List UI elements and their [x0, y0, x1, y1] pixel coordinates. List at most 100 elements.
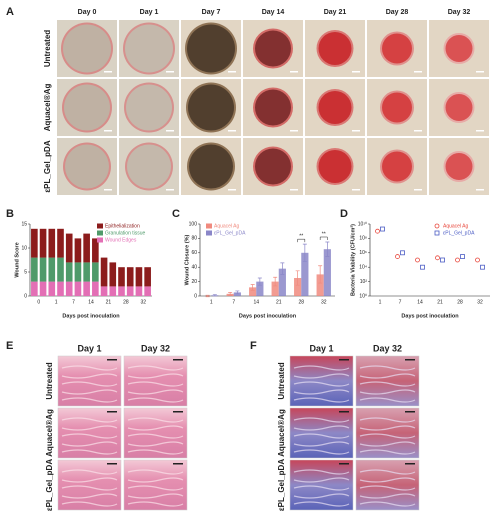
panel-label: F	[250, 340, 257, 352]
x-tick-label: 0	[37, 299, 40, 305]
scale-bar	[290, 189, 298, 191]
row-label: Untreated	[45, 362, 54, 399]
point	[415, 257, 420, 263]
bar-segment	[118, 267, 125, 287]
row-label: εPL_Gel_pDA	[277, 459, 286, 511]
tissue-fiber	[127, 397, 184, 403]
histology-image	[123, 407, 188, 459]
tissue-fiber	[293, 485, 350, 491]
column-header: Day 28	[386, 9, 409, 16]
tissue-fiber	[61, 485, 118, 491]
tissue-fiber	[293, 501, 350, 507]
point	[480, 264, 485, 270]
y-tick-label: 40	[191, 265, 197, 271]
histology-image	[57, 459, 122, 511]
tissue-fiber	[293, 433, 350, 439]
x-tick-label: 28	[123, 299, 129, 305]
point	[435, 255, 440, 261]
x-tick-label: 7	[232, 299, 235, 305]
y-axis-label: Bacteria Viability (CFU/cm²)	[349, 224, 356, 296]
error-bar	[273, 276, 278, 287]
tissue-fiber	[127, 389, 184, 395]
scale-bar	[405, 463, 415, 465]
tissue-fiber	[61, 381, 118, 387]
bar-segment	[144, 267, 151, 287]
bar-segment	[92, 262, 99, 282]
bar-segment	[39, 257, 47, 282]
scale-bar	[339, 411, 349, 413]
legend-label: Granulation tissue	[105, 230, 146, 236]
point	[420, 264, 425, 270]
tissue-fiber	[359, 469, 416, 475]
tissue-fiber	[127, 365, 184, 371]
column-header: Day 1	[309, 343, 333, 353]
column-header: Day 21	[324, 9, 347, 16]
wound	[445, 35, 473, 62]
bar-segment	[65, 233, 73, 263]
bar-segment	[92, 238, 99, 263]
scale-bar	[290, 71, 298, 73]
tissue-fiber	[127, 373, 184, 379]
bar	[271, 281, 279, 296]
tissue-fiber	[359, 501, 416, 507]
scale-bar	[290, 130, 298, 132]
column-header: Day 32	[373, 343, 402, 353]
error-bar	[212, 294, 217, 297]
point	[460, 254, 465, 259]
panel-label: A	[6, 6, 14, 18]
error-bar	[295, 270, 300, 286]
scale-bar	[173, 359, 183, 361]
tissue-fiber	[359, 433, 416, 439]
scale-bar	[173, 463, 183, 465]
bar-segment	[92, 281, 99, 296]
tissue-fiber	[359, 441, 416, 447]
point	[395, 254, 400, 259]
y-tick-label: 20	[191, 279, 197, 285]
tissue-fiber	[359, 373, 416, 379]
error-bar	[280, 262, 285, 275]
x-tick-label: 28	[298, 299, 304, 305]
x-tick-label: 32	[141, 299, 147, 305]
tissue-fiber	[293, 493, 350, 499]
bar-segment	[83, 281, 90, 296]
row-label: Aquacel®Ag	[277, 409, 286, 457]
bar-segment	[83, 262, 90, 282]
column-header: Day 0	[78, 9, 97, 16]
x-tick-label: 1	[210, 299, 213, 305]
legend-label: εPL_Gel_pDA	[443, 230, 475, 236]
tissue-fiber	[293, 365, 350, 371]
y-axis-label: Wound Score	[14, 242, 20, 277]
wound	[65, 144, 109, 189]
tissue-fiber	[293, 477, 350, 483]
tissue-fiber	[61, 433, 118, 439]
error-bar	[302, 243, 307, 262]
y-tick-label: 10⁸	[359, 236, 367, 242]
y-tick-label: 100	[189, 221, 198, 227]
tissue-fiber	[359, 477, 416, 483]
x-tick-label: 7	[399, 299, 402, 305]
y-tick-label: 10	[21, 245, 27, 251]
scale-bar	[107, 411, 117, 413]
bar-segment	[100, 257, 108, 287]
tissue-fiber	[127, 485, 184, 491]
tissue-fiber	[61, 449, 118, 455]
bar	[316, 274, 324, 296]
scale-bar	[104, 71, 112, 73]
tissue-fiber	[61, 493, 118, 499]
bar	[256, 281, 264, 296]
error-bar	[228, 292, 233, 296]
wound	[189, 144, 233, 189]
tissue-fiber	[359, 389, 416, 395]
y-tick-label: 10⁴	[359, 265, 367, 271]
y-tick-label: 0	[194, 293, 197, 299]
panel-label: B	[6, 208, 14, 220]
bar	[301, 252, 309, 296]
wound	[318, 32, 352, 65]
x-tick-label: 32	[477, 299, 483, 305]
bar-segment	[65, 262, 73, 282]
tissue-fiber	[293, 381, 350, 387]
bar-segment	[126, 267, 134, 287]
scale-bar	[228, 71, 236, 73]
legend-marker	[206, 230, 212, 236]
